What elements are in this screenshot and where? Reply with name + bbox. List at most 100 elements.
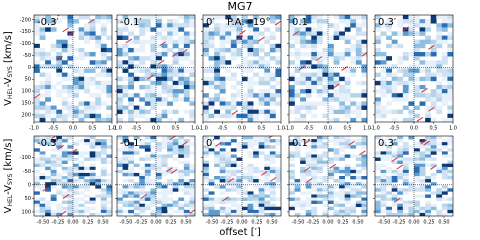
texture-cell	[242, 185, 248, 189]
texture-cell	[189, 151, 195, 155]
texture-cell	[34, 176, 40, 180]
texture-cell	[219, 113, 226, 119]
texture-cell	[208, 197, 215, 201]
texture-cell	[61, 182, 68, 186]
texture-line	[269, 176, 277, 182]
texture-cell	[339, 84, 346, 90]
texture-cell	[117, 188, 123, 192]
texture-cell	[208, 31, 215, 36]
texture-cell	[167, 84, 174, 90]
texture-cell	[178, 182, 185, 186]
texture-line	[172, 52, 179, 57]
texture-cell	[436, 84, 443, 90]
texture-cell	[294, 197, 301, 201]
texture-cell	[183, 19, 190, 24]
texture-line	[423, 140, 430, 146]
texture-cell	[214, 176, 221, 180]
texture-cell	[311, 148, 318, 152]
texture-cell	[161, 76, 168, 82]
texture-cell	[316, 93, 323, 98]
texture-cell	[139, 97, 146, 102]
texture-cell	[339, 93, 346, 98]
texture-cell	[355, 169, 362, 174]
texture-cell	[178, 15, 185, 20]
texture-cell	[156, 200, 162, 204]
texture-cell	[178, 145, 185, 149]
texture-cell	[189, 84, 195, 90]
texture-cell	[414, 176, 420, 180]
texture-cell	[208, 56, 215, 61]
texture-cell	[350, 182, 357, 186]
texture-cell	[133, 148, 140, 152]
texture-cell	[167, 206, 174, 211]
texture-cell	[230, 101, 237, 106]
texture-cell	[183, 169, 190, 174]
texture-cell	[167, 148, 174, 152]
texture-cell	[144, 176, 151, 180]
texture-cell	[436, 93, 443, 98]
texture-cell	[167, 182, 174, 186]
texture-cell	[56, 157, 63, 161]
texture-cell	[344, 185, 351, 189]
texture-cell	[106, 117, 112, 122]
texture-cell	[161, 97, 168, 102]
texture-cell	[183, 209, 190, 214]
y-label-part: [km/s]	[3, 139, 14, 174]
texture-cell	[328, 47, 334, 53]
texture-cell	[236, 212, 243, 216]
texture-cell	[447, 31, 453, 36]
texture-cell	[275, 89, 281, 94]
texture-cell	[214, 76, 221, 82]
texture-cell	[264, 136, 271, 140]
texture-cell	[247, 117, 254, 122]
texture-cell	[208, 209, 215, 214]
texture-cell	[430, 172, 437, 177]
texture-cell	[402, 203, 409, 208]
texture-cell	[344, 169, 351, 174]
texture-line	[159, 41, 167, 47]
texture-cell	[45, 113, 52, 119]
texture-cell	[361, 39, 367, 45]
texture-cell	[253, 113, 260, 119]
texture-cell	[375, 97, 381, 102]
texture-cell	[350, 117, 357, 122]
texture-cell	[300, 39, 307, 45]
texture-cell	[311, 179, 318, 183]
texture-cell	[414, 89, 420, 94]
texture-cell	[73, 188, 79, 192]
texture-cell	[95, 179, 102, 183]
texture-cell	[133, 109, 140, 115]
texture-cell	[436, 136, 443, 140]
texture-cell	[34, 52, 40, 57]
texture-cell	[122, 139, 129, 143]
texture-cell	[350, 188, 357, 192]
texture-line	[421, 87, 428, 93]
texture-cell	[425, 212, 432, 216]
texture-cell	[161, 154, 168, 158]
texture-cell	[391, 93, 398, 98]
texture-cell	[34, 19, 40, 24]
texture-line	[420, 139, 428, 145]
texture-cell	[386, 27, 393, 32]
texture-cell	[425, 145, 432, 149]
texture-cell	[344, 80, 351, 86]
texture-cell	[339, 206, 346, 211]
texture-cell	[361, 23, 367, 28]
texture-cell	[253, 72, 260, 78]
texture-cell	[344, 84, 351, 90]
texture-cell	[328, 197, 334, 201]
texture-cell	[316, 31, 323, 36]
texture-cell	[339, 169, 346, 174]
texture-cell	[156, 166, 162, 171]
texture-cell	[167, 142, 174, 146]
texture-cell	[402, 176, 409, 180]
y-label-part: HEL	[7, 87, 14, 99]
texture-cell	[311, 169, 318, 174]
texture-cell	[78, 172, 85, 177]
texture-cell	[156, 163, 162, 168]
texture-cell	[144, 101, 151, 106]
texture-cell	[269, 101, 276, 106]
texture-cell	[269, 206, 276, 211]
y-label-part: V	[3, 206, 14, 213]
texture-cell	[78, 160, 85, 164]
